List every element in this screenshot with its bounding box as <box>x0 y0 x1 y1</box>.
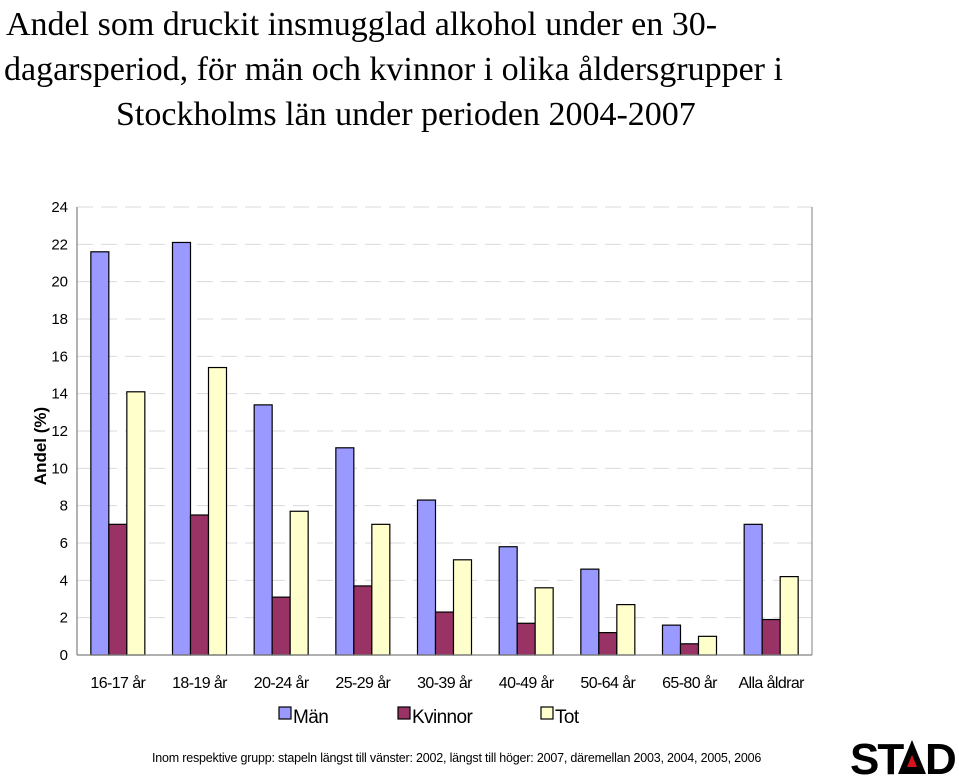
title-line-3: Stockholms län under perioden 2004-2007 <box>116 96 696 133</box>
title-line-2: dagarsperiod, för män och kvinnor i olik… <box>4 51 783 88</box>
bar-tot-25-29-ar <box>371 523 391 656</box>
y-tick-0: 0 <box>60 647 68 664</box>
x-tick-20-24-ar: 20-24 år <box>254 674 310 692</box>
x-tick-alla-aldrar: Alla åldrar <box>738 674 805 692</box>
bar-tot-20-24-ar <box>289 510 309 656</box>
svg-text:ST: ST <box>850 735 904 778</box>
y-tick-16: 16 <box>51 348 68 365</box>
stad-logo: ST D <box>850 735 957 778</box>
bar-kvinnor-alla-aldrar <box>761 618 781 656</box>
bar-kvinnor-40-49-ar <box>516 622 536 656</box>
bar-man-16-17-ar <box>90 251 110 656</box>
x-tick-50-64-ar: 50-64 år <box>580 674 636 692</box>
y-tick-4: 4 <box>60 572 68 589</box>
legend-label-kvinnor: Kvinnor <box>412 707 473 728</box>
bar-kvinnor-18-19-ar <box>189 514 210 656</box>
bar-tot-50-64-ar <box>616 603 636 656</box>
y-tick-14: 14 <box>51 386 68 403</box>
legend-swatch-tot <box>540 706 554 720</box>
bar-kvinnor-65-80-ar <box>679 643 700 656</box>
svg-text:D: D <box>925 735 957 778</box>
bar-tot-30-39-ar <box>452 559 473 656</box>
x-category-labels: 16-17 år 18-19 år 20-24 år 25-29 år 30-39 år… <box>90 674 805 692</box>
x-tick-16-17-ar: 16-17 år <box>90 674 146 692</box>
title-line-1: Andel som druckit insmugglad alkohol und… <box>6 6 718 43</box>
bar-kvinnor-20-24-ar <box>271 596 291 656</box>
bar-kvinnor-30-39-ar <box>434 611 455 656</box>
x-tick-18-19-ar: 18-19 år <box>172 674 228 692</box>
axes <box>76 207 813 656</box>
y-axis-label: Andel (%) <box>31 407 50 485</box>
y-tick-22: 22 <box>51 236 68 253</box>
y-tick-24: 24 <box>51 199 68 216</box>
bar-tot-alla-aldrar <box>779 575 799 656</box>
bars <box>90 241 799 656</box>
bar-tot-65-80-ar <box>697 635 718 656</box>
legend: Män Kvinnor Tot <box>278 706 580 728</box>
legend-swatch-man <box>278 706 292 720</box>
bar-tot-16-17-ar <box>126 391 146 656</box>
y-tick-2: 2 <box>60 610 68 627</box>
bar-man-25-29-ar <box>335 447 355 656</box>
y-tick-20: 20 <box>51 274 68 291</box>
legend-swatch-kvinnor <box>397 706 411 720</box>
y-tick-6: 6 <box>60 535 68 552</box>
x-tick-25-29-ar: 25-29 år <box>335 674 391 692</box>
bar-kvinnor-50-64-ar <box>598 631 618 656</box>
bar-man-20-24-ar <box>253 404 273 656</box>
bar-kvinnor-16-17-ar <box>108 523 128 656</box>
x-tick-30-39-ar: 30-39 år <box>417 674 473 692</box>
bar-man-65-80-ar <box>661 624 682 656</box>
bar-man-alla-aldrar <box>743 523 763 656</box>
bar-man-40-49-ar <box>498 546 518 656</box>
bar-tot-18-19-ar <box>207 366 228 656</box>
y-tick-8: 8 <box>60 498 68 515</box>
y-tick-10: 10 <box>51 460 68 477</box>
bar-tot-40-49-ar <box>534 587 554 656</box>
x-tick-40-49-ar: 40-49 år <box>499 674 555 692</box>
bar-kvinnor-25-29-ar <box>353 585 373 656</box>
y-tick-12: 12 <box>51 423 68 440</box>
chart-title: Andel som druckit insmugglad alkohol und… <box>0 2 880 137</box>
y-tick-18: 18 <box>51 311 68 328</box>
legend-label-man: Män <box>293 707 328 728</box>
footnote: Inom respektive grupp: stapeln längst ti… <box>152 751 762 765</box>
legend-label-tot: Tot <box>555 707 580 728</box>
bar-man-30-39-ar <box>416 499 437 656</box>
bar-man-18-19-ar <box>171 241 192 656</box>
x-tick-65-80-ar: 65-80 år <box>662 674 718 692</box>
bar-man-50-64-ar <box>580 568 600 656</box>
